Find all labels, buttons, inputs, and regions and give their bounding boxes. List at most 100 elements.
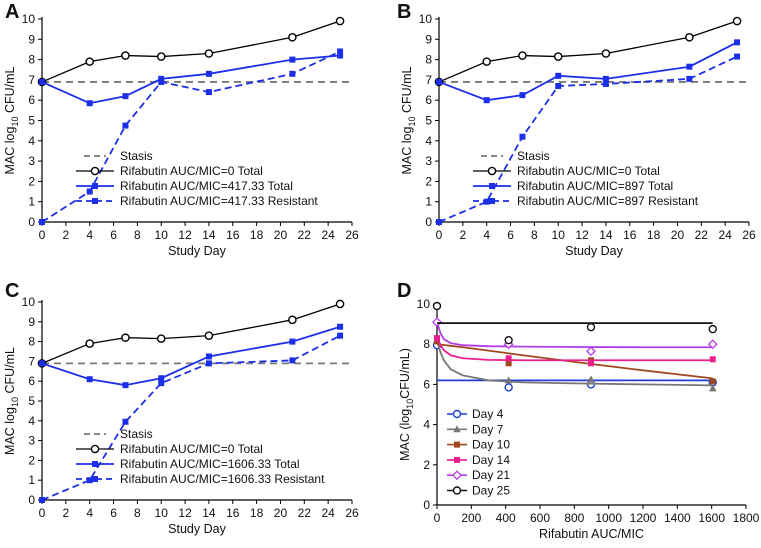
legend-label: Rifabutin AUC/MIC=0 Total [120,442,263,456]
data-point [504,383,513,392]
x-tick-label: 2 [63,506,70,520]
y-tick-label: 3 [28,434,35,448]
data-point-resistant [555,82,562,89]
series-line-control [438,20,738,83]
y-axis-label: MAC log10 CFU/mL [3,347,20,455]
data-point-total [289,56,296,63]
legend-label: Day 14 [472,453,510,467]
y-tick-label: 7 [425,73,432,87]
y-axis-label-main: MAC log [3,407,17,455]
x-tick-label: 2 [63,228,70,242]
legend-label: Day 7 [472,422,504,436]
data-point [432,317,442,328]
y-axis-label-main: MAC log [400,126,414,174]
y-tick-label: 8 [28,335,35,349]
data-point [586,346,596,357]
data-point [707,339,718,350]
data-point-total [686,63,693,70]
x-tick-label: 4 [483,228,490,242]
data-point-control [685,32,694,42]
legend-label: Day 21 [472,468,510,482]
y-axis-label: MAC log10 CFU/mL [3,66,20,174]
legend-label: Stasis [120,149,153,163]
fit-curve [436,343,713,380]
data-point-total [86,376,93,383]
data-point-total [734,39,741,46]
legend-marker [452,486,462,495]
legend-label: Rifabutin AUC/MIC=897 Resistant [517,194,699,208]
y-tick-label: 10 [419,12,433,26]
legend-marker-control [90,444,100,454]
data-point-resistant [289,70,296,77]
y-tick-label: 4 [28,414,35,428]
legend-marker-total [92,461,98,467]
y-tick-label: 6 [28,374,35,388]
y-tick-label: 9 [425,32,432,46]
x-tick-label: 2 [460,228,467,242]
data-point-control [482,57,491,66]
x-tick-label: 18 [250,228,264,242]
data-point [504,376,513,384]
data-point-total [289,338,296,345]
y-tick-label: 0 [28,493,35,507]
y-tick-label: 10 [22,12,36,26]
x-tick-label: 1800 [733,511,760,525]
y-axis-label: MAC (log10CFU/mL) [398,348,415,461]
x-tick-label: 4 [86,228,93,242]
data-point-resistant [289,357,296,364]
legend-marker-total [92,183,98,189]
data-point-resistant [86,188,93,195]
y-tick-label: 2 [425,174,432,188]
legend-marker-resistant [92,198,98,204]
data-point-total [122,93,129,100]
x-axis-label: Study Day [565,244,623,258]
x-tick-label: 8 [134,506,141,520]
data-point-total [337,323,344,330]
y-tick-label: 8 [423,337,430,351]
data-point-resistant [337,48,344,55]
x-tick-label: 26 [345,506,359,520]
data-point-resistant [158,380,165,387]
x-axis-label: Study Day [168,244,226,258]
data-point-total [86,100,93,107]
data-point-control [732,16,742,26]
data-point-total [519,92,526,99]
x-tick-label: 0 [434,511,441,525]
y-tick-label: 6 [28,93,35,107]
y-axis-label-main: MAC log [3,126,17,174]
x-tick-label: 26 [742,228,756,242]
y-tick-label: 8 [425,53,432,67]
legend-label: Rifabutin AUC/MIC=417.33 Total [120,179,293,193]
legend-marker [454,456,460,463]
x-tick-label: 16 [226,506,240,520]
panel-letter: C [5,280,19,302]
data-point-control [121,51,130,60]
panel-letter: D [397,280,411,302]
data-point [432,301,442,311]
y-tick-label: 1 [28,195,35,209]
data-point [505,355,512,362]
data-point [708,324,717,334]
x-tick-label: 12 [575,228,589,242]
x-tick-label: 0 [39,506,46,520]
data-point-control [518,51,527,60]
data-point-resistant [436,219,442,225]
x-tick-label: 1000 [595,511,622,525]
x-tick-label: 600 [530,511,550,525]
data-point-resistant [39,219,45,225]
data-point-control [204,331,214,340]
x-tick-label: 18 [250,506,264,520]
data-point-control [204,49,214,58]
data-point [504,335,513,345]
data-point-total [39,360,45,367]
legend-label: Rifabutin AUC/MIC=0 Total [517,164,660,178]
data-point-control [85,339,94,348]
data-point-total [436,78,442,85]
legend-label: Stasis [120,427,153,441]
data-point-total [158,375,165,382]
y-tick-label: 4 [28,134,35,148]
data-point-total [555,72,562,79]
legend-label: Day 4 [472,407,504,421]
data-point-resistant [86,477,93,484]
x-tick-label: 10 [552,228,566,242]
